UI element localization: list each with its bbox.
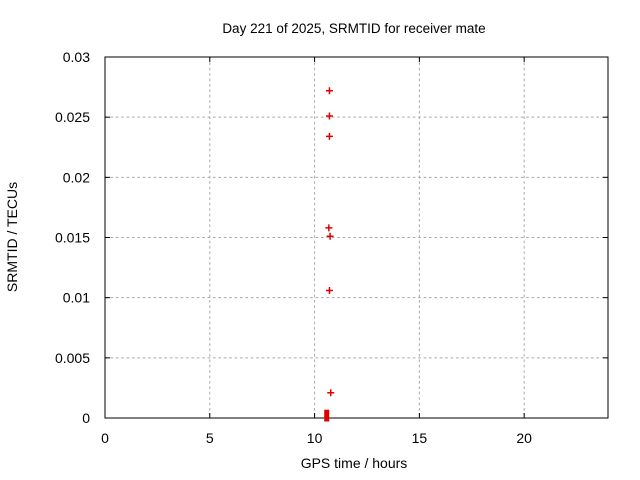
x-tick-label: 5	[206, 430, 214, 446]
data-point-marker	[326, 232, 334, 240]
data-point-marker	[325, 286, 333, 294]
x-tick-label: 15	[412, 430, 428, 446]
data-point-marker	[327, 389, 335, 397]
grid-lines	[105, 57, 608, 418]
x-tick-label: 20	[516, 430, 532, 446]
x-tick-labels: 0 5 10 15 20	[101, 430, 532, 446]
data-point-marker	[325, 132, 333, 140]
x-axis-label: GPS time / hours	[301, 455, 408, 471]
y-tick-label: 0.01	[63, 290, 90, 306]
y-tick-label: 0.015	[55, 230, 90, 246]
y-tick-label: 0.02	[63, 169, 90, 185]
y-tick-label: 0.03	[63, 49, 90, 65]
zero-cluster-marker	[324, 409, 330, 422]
data-point-marker	[325, 112, 333, 120]
y-axis-label: SRMTID / TECUs	[4, 182, 20, 292]
data-points	[324, 87, 335, 422]
x-tick-label: 0	[101, 430, 109, 446]
x-tick-label: 10	[307, 430, 323, 446]
axis-ticks	[104, 56, 608, 419]
chart-title: Day 221 of 2025, SRMTID for receiver mat…	[222, 21, 485, 36]
y-tick-label: 0.025	[55, 109, 90, 125]
data-point-marker	[325, 224, 333, 232]
y-tick-label: 0	[82, 410, 90, 426]
data-point-marker	[325, 87, 333, 95]
y-tick-labels: 0 0.005 0.01 0.015 0.02 0.025 0.03	[55, 49, 90, 426]
y-tick-label: 0.005	[55, 350, 90, 366]
